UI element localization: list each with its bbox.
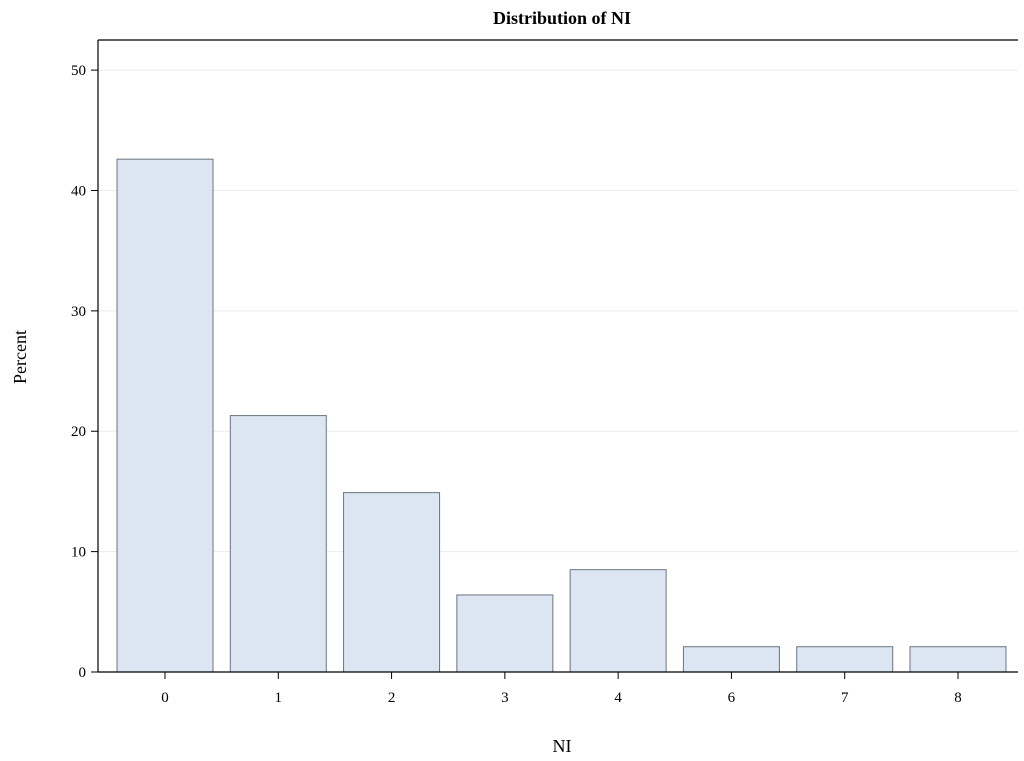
- y-axis-label: Percent: [10, 330, 30, 384]
- x-tick-label: 2: [388, 690, 396, 706]
- bar: [456, 594, 554, 673]
- x-tick-label: 0: [161, 690, 169, 706]
- bar: [229, 415, 327, 673]
- bar: [569, 569, 667, 673]
- x-tick-label: 4: [614, 690, 622, 706]
- x-tick-label: 8: [954, 690, 962, 706]
- bars: [116, 158, 1007, 673]
- bar: [343, 492, 441, 673]
- x-axis-label: NI: [553, 736, 572, 756]
- y-tick-label: 40: [71, 183, 86, 199]
- bar: [909, 646, 1007, 673]
- chart-title: Distribution of NI: [493, 8, 631, 28]
- y-tick-label: 0: [79, 665, 87, 681]
- bar: [116, 158, 214, 673]
- x-tick-label: 3: [501, 690, 509, 706]
- x-tick-label: 6: [728, 690, 736, 706]
- x-tick-label: 7: [841, 690, 849, 706]
- y-tick-label: 50: [71, 63, 86, 79]
- y-tick-label: 10: [71, 545, 86, 561]
- y-tick-label: 30: [71, 304, 86, 320]
- bar: [796, 646, 894, 673]
- x-tick-label: 1: [275, 690, 283, 706]
- bar: [682, 646, 780, 673]
- tick-labels: 0 10 20 30 40 50 0 1 2 3 4 6 7 8: [71, 63, 962, 706]
- y-tick-label: 20: [71, 424, 86, 440]
- axes: [91, 39, 1018, 679]
